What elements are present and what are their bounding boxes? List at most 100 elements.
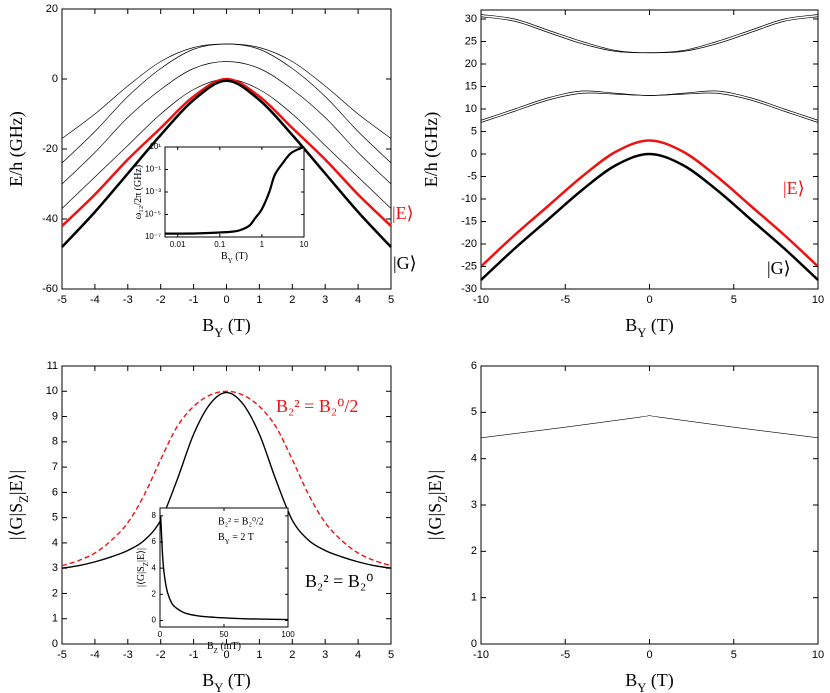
label-part: (T) bbox=[223, 670, 250, 691]
subscript: Y bbox=[637, 326, 646, 340]
subscript: Y bbox=[228, 257, 233, 265]
x-tick-label: -5 bbox=[57, 649, 67, 661]
x-axis-label: BY (T) bbox=[202, 315, 251, 340]
y-tick-label: 4 bbox=[471, 453, 477, 465]
subscript: Y bbox=[214, 681, 223, 693]
series-line bbox=[61, 77, 392, 227]
label-part: ω₁₂/2π (GHz) bbox=[133, 165, 144, 219]
plot-frame bbox=[480, 365, 819, 645]
annotation: |G⟩ bbox=[393, 253, 417, 273]
label-part: (T) bbox=[223, 315, 250, 336]
series-line bbox=[61, 61, 392, 185]
x-tick-label: 0.1 bbox=[214, 240, 226, 249]
y-tick-label: -5 bbox=[467, 170, 477, 182]
y-tick-label: 6 bbox=[52, 486, 58, 498]
label-part: |⟨G|S bbox=[425, 503, 445, 540]
y-tick-label: -40 bbox=[42, 213, 58, 225]
series-line bbox=[480, 139, 819, 268]
x-axis-label: BY (T) bbox=[221, 251, 248, 264]
panel: -10 -5 0 5 10 -30 -25 -20 -15 -10 -5 0 5 10 15 20 25 30 BY… bbox=[421, 9, 824, 340]
x-tick-label: -3 bbox=[123, 294, 133, 306]
series-line bbox=[61, 391, 392, 569]
x-tick-label: 1 bbox=[256, 649, 262, 661]
y-tick-label: 3 bbox=[471, 499, 477, 511]
label-part: |E⟩| bbox=[136, 548, 147, 562]
y-tick-label: 10⁻⁷ bbox=[145, 232, 161, 241]
x-tick-label: 5 bbox=[731, 649, 737, 661]
x-tick-label: 1 bbox=[256, 294, 262, 306]
y-tick-label: 25 bbox=[465, 35, 477, 47]
annotation: BY = 2 T bbox=[218, 532, 254, 545]
y-tick-label: 8 bbox=[152, 511, 157, 520]
y-tick-label: -25 bbox=[461, 260, 477, 272]
subscript: Y bbox=[637, 681, 646, 693]
y-tick-label: 20 bbox=[465, 58, 477, 70]
label-part: B bbox=[221, 251, 228, 262]
label-part: B bbox=[625, 315, 637, 335]
x-axis-label: BY (T) bbox=[202, 670, 251, 693]
x-tick-label: -3 bbox=[123, 649, 133, 661]
annotation: |G⟩ bbox=[767, 258, 791, 278]
x-tick-label: -10 bbox=[473, 294, 489, 306]
y-tick-label: 2 bbox=[152, 589, 157, 598]
x-tick-label: 0 bbox=[158, 630, 163, 639]
annotation: |E⟩ bbox=[392, 203, 414, 223]
y-tick-label: -15 bbox=[461, 215, 477, 227]
y-axis-label: |⟨G|SZ|E⟩| bbox=[425, 470, 450, 540]
y-tick-label: 10⁻¹ bbox=[145, 165, 161, 174]
x-tick-label: -1 bbox=[189, 294, 199, 306]
label-part: B bbox=[202, 315, 214, 335]
x-tick-label: 10 bbox=[300, 240, 309, 249]
y-tick-label: 0 bbox=[152, 616, 157, 625]
subscript: Z bbox=[436, 495, 450, 503]
label-part: = 2 T bbox=[230, 532, 254, 543]
x-tick-label: 0.01 bbox=[170, 240, 186, 249]
y-tick-label: 0 bbox=[471, 148, 477, 160]
y-tick-label: -60 bbox=[42, 283, 58, 295]
label-part: (mT) bbox=[218, 641, 241, 652]
x-tick-label: 10 bbox=[812, 649, 824, 661]
y-tick-label: 10¹ bbox=[149, 142, 161, 151]
y-tick-label: 8 bbox=[52, 436, 58, 448]
x-tick-label: 0 bbox=[646, 294, 652, 306]
y-tick-label: 10⁻³ bbox=[145, 187, 161, 196]
x-tick-label: -5 bbox=[560, 649, 570, 661]
y-tick-label: 10 bbox=[465, 103, 477, 115]
y-tick-label: 5 bbox=[471, 406, 477, 418]
x-tick-label: 5 bbox=[731, 294, 737, 306]
annotation: B₂² = B₂⁰ bbox=[305, 571, 373, 591]
y-tick-label: 10 bbox=[46, 385, 58, 397]
x-tick-label: 0 bbox=[646, 649, 652, 661]
label-part: E/h (GHz) bbox=[421, 112, 442, 187]
y-axis-label: |⟨G|SZ|E⟩| bbox=[136, 548, 149, 587]
x-axis-label: BY (T) bbox=[625, 315, 674, 340]
x-tick-label: -10 bbox=[473, 649, 489, 661]
y-tick-label: 20 bbox=[46, 3, 58, 15]
x-tick-label: 3 bbox=[322, 294, 328, 306]
series-line bbox=[61, 79, 392, 248]
plot-frame bbox=[480, 9, 819, 290]
label-part: |E⟩| bbox=[425, 470, 445, 495]
y-tick-label: 3 bbox=[52, 562, 58, 574]
x-tick-label: 0 bbox=[223, 649, 229, 661]
subscript: Y bbox=[225, 538, 230, 546]
y-axis-label: ω₁₂/2π (GHz) bbox=[133, 165, 144, 219]
x-tick-label: 3 bbox=[322, 649, 328, 661]
y-tick-label: 1 bbox=[471, 592, 477, 604]
label-part: B bbox=[218, 532, 225, 543]
label-part: (T) bbox=[646, 670, 673, 691]
annotation: B₂² = B₂⁰/2 bbox=[218, 516, 264, 527]
series-line bbox=[159, 515, 289, 621]
x-tick-label: -2 bbox=[156, 649, 166, 661]
series-line bbox=[480, 92, 819, 123]
y-tick-label: 2 bbox=[471, 545, 477, 557]
label-part: E/h (GHz) bbox=[6, 111, 27, 186]
annotation: B₂² = B₂⁰/2 bbox=[276, 396, 358, 416]
y-tick-label: 0 bbox=[471, 638, 477, 650]
x-tick-label: 4 bbox=[355, 649, 361, 661]
label-part: B bbox=[207, 641, 214, 652]
subscript: Z bbox=[17, 495, 31, 503]
x-tick-label: 2 bbox=[289, 649, 295, 661]
x-tick-label: -5 bbox=[57, 294, 67, 306]
